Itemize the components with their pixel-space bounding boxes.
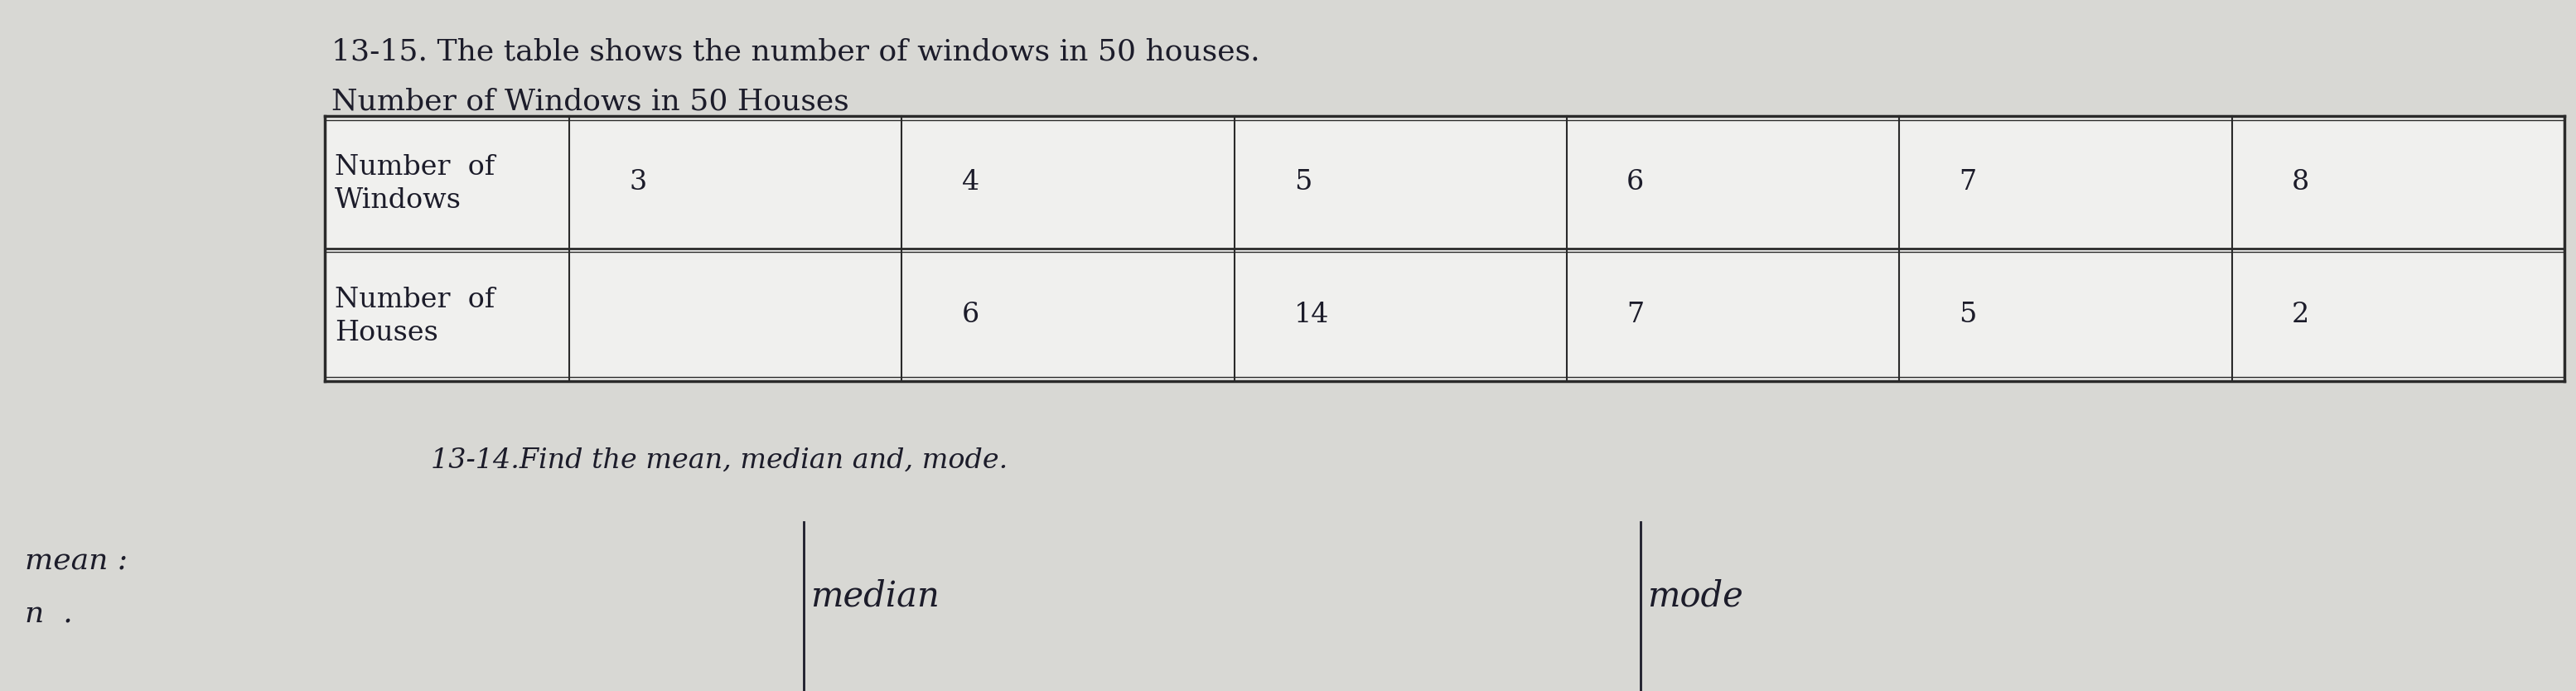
Text: 13-15. The table shows the number of windows in 50 houses.: 13-15. The table shows the number of win… xyxy=(332,37,1260,66)
Text: median: median xyxy=(811,579,940,614)
Text: 14: 14 xyxy=(1293,301,1329,328)
Text: 8: 8 xyxy=(2293,169,2308,196)
Text: 5: 5 xyxy=(1960,301,1976,328)
Text: 4: 4 xyxy=(961,169,979,196)
Text: Houses: Houses xyxy=(335,320,438,346)
Text: 6: 6 xyxy=(961,301,979,328)
Text: 7: 7 xyxy=(1625,301,1643,328)
Text: 3: 3 xyxy=(629,169,647,196)
Text: n  .: n . xyxy=(26,600,72,629)
Text: Number  of: Number of xyxy=(335,287,495,313)
Text: 6: 6 xyxy=(1625,169,1643,196)
Text: 7: 7 xyxy=(1960,169,1976,196)
Text: mean :: mean : xyxy=(26,547,129,575)
Bar xyxy=(325,116,2563,381)
Text: mode: mode xyxy=(1646,579,1744,614)
Text: Windows: Windows xyxy=(335,187,461,214)
Text: 5: 5 xyxy=(1293,169,1311,196)
Text: 13-14.Find the mean, median and, mode.: 13-14.Find the mean, median and, mode. xyxy=(430,447,1007,474)
Text: Number of Windows in 50 Houses: Number of Windows in 50 Houses xyxy=(332,87,850,115)
Text: 2: 2 xyxy=(2293,301,2308,328)
Text: Number  of: Number of xyxy=(335,154,495,180)
